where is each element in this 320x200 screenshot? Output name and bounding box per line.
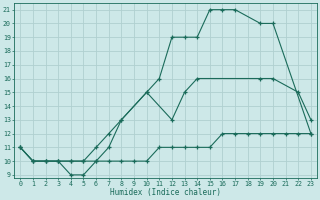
X-axis label: Humidex (Indice chaleur): Humidex (Indice chaleur) bbox=[110, 188, 221, 197]
